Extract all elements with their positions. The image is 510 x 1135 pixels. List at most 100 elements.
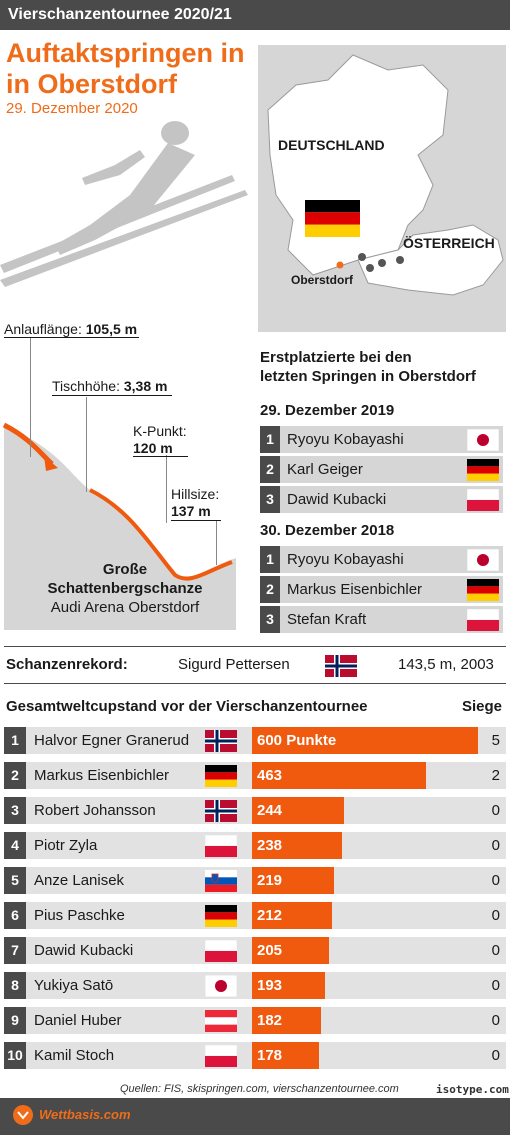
hillsize-line	[216, 520, 217, 565]
worldcup-points-label: 182	[257, 1012, 283, 1029]
headline-line1: Auftaktspringen in	[6, 38, 245, 68]
header-title: Vierschanzentournee 2020/21	[8, 6, 232, 23]
kpunkt-line	[166, 455, 167, 523]
worldcup-name: Yukiya Satō	[34, 977, 114, 994]
germany-flag-icon	[205, 904, 237, 927]
worldcup-siege: 0	[491, 802, 500, 819]
map-label-germany: DEUTSCHLAND	[278, 137, 385, 153]
worldcup-name: Dawid Kubacki	[34, 942, 134, 959]
tisch-line	[86, 397, 87, 492]
japan-flag-icon	[204, 974, 238, 997]
winner-row: 1 Ryoyu Kobayashi	[260, 546, 503, 573]
worldcup-row: 5 Anze Lanisek 219 0	[4, 867, 506, 894]
poland-flag-icon	[466, 488, 500, 511]
norway-flag-icon	[205, 799, 237, 822]
worldcup-rank: 2	[4, 762, 26, 789]
winner-row: 2 Markus Eisenbichler	[260, 576, 503, 603]
worldcup-name: Markus Eisenbichler	[34, 767, 170, 784]
hill-profile	[2, 422, 236, 630]
tisch-label: Tischhöhe: 3,38 m	[52, 378, 168, 394]
winner-row: 2 Karl Geiger	[260, 456, 503, 483]
winner-name: Stefan Kraft	[287, 611, 367, 628]
worldcup-row: 3 Robert Johansson 244 0	[4, 797, 506, 824]
winner-name: Dawid Kubacki	[287, 491, 387, 508]
winner-row: 1 Ryoyu Kobayashi	[260, 426, 503, 453]
worldcup-points-bar	[252, 972, 325, 999]
worldcup-rank: 9	[4, 1007, 26, 1034]
map-panel: DEUTSCHLAND ÖSTERREICH Oberstdorf	[258, 45, 506, 332]
worldcup-points-bar	[252, 797, 344, 824]
worldcup-points-label: 219	[257, 872, 283, 889]
poland-flag-icon	[204, 1044, 238, 1067]
worldcup-points-bar	[252, 832, 342, 859]
worldcup-siege: 0	[491, 942, 500, 959]
winner-row: 3 Dawid Kubacki	[260, 486, 503, 513]
worldcup-points-bar	[252, 1042, 319, 1069]
anlauf-label: Anlauflänge: 105,5 m	[4, 321, 138, 337]
poland-flag-icon	[204, 939, 238, 962]
winners-date-2018: 30. Dezember 2018	[260, 522, 395, 539]
worldcup-siege: 5	[491, 732, 500, 749]
worldcup-points-bar	[252, 727, 478, 754]
ski-jumper-illustration	[0, 121, 248, 287]
worldcup-siege: 0	[491, 1012, 500, 1029]
winner-name: Markus Eisenbichler	[287, 581, 423, 598]
poland-flag-icon	[466, 608, 500, 631]
winner-name: Karl Geiger	[287, 461, 363, 478]
worldcup-rank: 5	[4, 867, 26, 894]
worldcup-row: 7 Dawid Kubacki 205 0	[4, 937, 506, 964]
winners-title: Erstplatzierte bei den letzten Springen …	[260, 349, 476, 385]
norway-flag-icon	[205, 729, 237, 752]
worldcup-rank: 1	[4, 727, 26, 754]
worldcup-siege: 0	[491, 907, 500, 924]
worldcup-row: 2 Markus Eisenbichler 463 2	[4, 762, 506, 789]
worldcup-row: 6 Pius Paschke 212 0	[4, 902, 506, 929]
worldcup-row: 4 Piotr Zyla 238 0	[4, 832, 506, 859]
worldcup-points-bar	[252, 902, 332, 929]
worldcup-siege: 0	[491, 977, 500, 994]
worldcup-points-bar	[252, 937, 329, 964]
winner-rank: 2	[260, 456, 280, 483]
footer-credit: isotype.com	[436, 1083, 509, 1096]
worldcup-name: Robert Johansson	[34, 802, 156, 819]
worldcup-siege: 0	[491, 1047, 500, 1064]
worldcup-row: 10 Kamil Stoch 178 0	[4, 1042, 506, 1069]
winner-rank: 3	[260, 606, 280, 633]
map-label-city: Oberstdorf	[291, 273, 354, 287]
winner-rank: 1	[260, 426, 280, 453]
brand-logo[interactable]: Wettbasis.com	[12, 1104, 131, 1126]
worldcup-rank: 4	[4, 832, 26, 859]
hillsize-label: Hillsize: 137 m	[171, 486, 220, 519]
headline-date: 29. Dezember 2020	[6, 100, 138, 117]
winners-date-2019: 29. Dezember 2019	[260, 402, 395, 419]
worldcup-row: 9 Daniel Huber 182 0	[4, 1007, 506, 1034]
worldcup-name: Daniel Huber	[34, 1012, 122, 1029]
worldcup-siege-header: Siege	[462, 698, 503, 715]
map-shape	[267, 54, 504, 296]
germany-flag-icon	[467, 578, 499, 601]
winner-rank: 1	[260, 546, 280, 573]
map-label-austria: ÖSTERREICH	[403, 235, 495, 251]
worldcup-rank: 7	[4, 937, 26, 964]
anlauf-line	[30, 337, 31, 457]
winner-name: Ryoyu Kobayashi	[287, 431, 404, 448]
japan-flag-icon	[466, 428, 500, 451]
worldcup-name: Kamil Stoch	[34, 1047, 115, 1064]
worldcup-name: Anze Lanisek	[34, 872, 125, 889]
worldcup-name: Halvor Egner Granerud	[34, 732, 190, 749]
rekord-label: Schanzenrekord:	[6, 656, 128, 673]
winner-rank: 2	[260, 576, 280, 603]
norway-flag-icon	[325, 655, 357, 682]
winner-row: 3 Stefan Kraft	[260, 606, 503, 633]
japan-flag-icon	[466, 548, 500, 571]
austria-flag-icon	[205, 1009, 237, 1032]
worldcup-name: Piotr Zyla	[34, 837, 98, 854]
worldcup-points-bar	[252, 1007, 321, 1034]
footer-bar	[0, 1098, 510, 1135]
rekord-value: 143,5 m, 2003	[398, 656, 494, 673]
brand-logo-icon	[13, 1105, 33, 1125]
worldcup-title: Gesamtweltcupstand vor der Vierschanzent…	[6, 698, 368, 715]
slovenia-flag-icon	[205, 869, 237, 892]
headline-line2: in Oberstdorf	[6, 69, 178, 99]
headline: Auftaktspringen in in Oberstdorf	[6, 38, 256, 100]
